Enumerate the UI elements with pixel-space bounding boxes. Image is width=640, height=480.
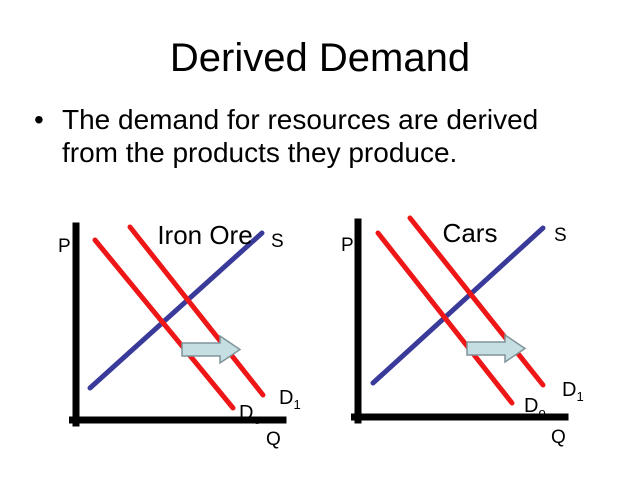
bullet-text: The demand for resources are derived fro… [62,104,539,168]
supply-label: S [271,231,284,252]
diagram-iron-ore: Iron Ore P Q S Do D1 [50,215,310,455]
demand-shifted-label-sub: 1 [576,389,584,404]
demand-shifted-label-main: D [279,387,294,409]
iron-ore-plot [69,222,287,427]
shift-right-arrow-icon [181,334,242,365]
supply-line [370,225,546,386]
demand-shifted-line [407,215,546,388]
slide-title: Derived Demand [169,36,471,80]
demand-initial-label-main: D [239,402,254,424]
supply-label: S [554,225,567,246]
y-axis-label: P [58,236,71,257]
chart-title: Cars [442,218,498,248]
demand-shifted-label-main: D [562,379,577,401]
demand-initial-line [375,230,515,406]
y-axis-label: P [341,235,354,256]
chart-title: Iron Ore [157,220,253,250]
demand-initial-line [92,237,236,411]
bullet-marker: • [34,104,44,135]
demand-shifted-label: D1 [279,388,301,411]
demand-shifted-line [127,224,266,398]
demand-initial-label-sub: o [538,405,546,420]
demand-initial-label-sub: o [253,412,261,427]
demand-shifted-label: D1 [562,380,584,403]
shift-right-arrow-icon [466,333,527,364]
demand-initial-label: Do [239,403,261,426]
demand-initial-label-main: D [524,395,539,417]
demand-shifted-label-sub: 1 [293,397,301,412]
diagram-cars: Cars P Q S Do D1 [330,210,590,450]
x-axis-label: Q [266,429,281,450]
cars-plot [351,215,569,424]
bullet-row: • The demand for resources are derived f… [34,103,594,169]
demand-initial-label: Do [524,396,546,419]
x-axis-label: Q [551,427,566,448]
supply-line [87,230,265,391]
